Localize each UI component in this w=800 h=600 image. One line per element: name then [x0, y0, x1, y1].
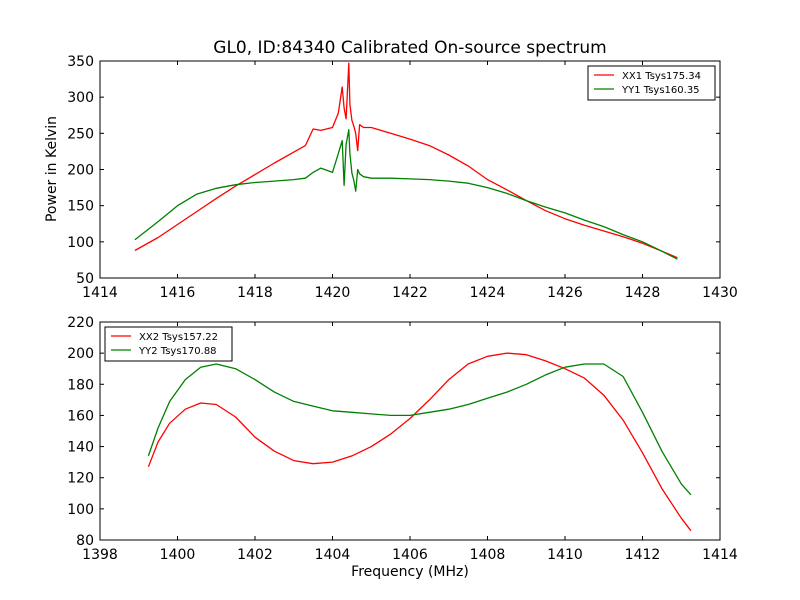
- panel0-x-tick-label: 1414: [82, 285, 118, 301]
- panel0-legend-label-2: YY1 Tsys160.35: [621, 85, 700, 96]
- bottom-panel: 1398 1400 1402 1404 1406 1408 1410 1412 1414 80 10…: [67, 315, 738, 563]
- panel0-x-tick-label: 1428: [625, 285, 661, 301]
- panel1-x-tick-label: 1408: [470, 547, 506, 563]
- panel0-x-tick-label: 1418: [237, 285, 273, 301]
- panel0-y-tick-label: 50: [76, 271, 94, 287]
- panel0-y-tick-label: 150: [67, 199, 94, 215]
- x-axis-label: Frequency (MHz): [351, 564, 469, 580]
- top-y-axis-label: Power in Kelvin: [44, 116, 60, 222]
- panel0-y-tick-label: 350: [67, 54, 94, 70]
- panel0-legend-label-1: XX1 Tsys175.34: [622, 71, 701, 82]
- panel1-x-tick-label: 1414: [702, 547, 738, 563]
- panel1-x-tick-label: 1404: [315, 547, 351, 563]
- panel1-y-tick-label: 80: [76, 533, 94, 549]
- panel0-legend: XX1 Tsys175.34 YY1 Tsys160.35: [587, 65, 716, 101]
- panel0-y-tick-label: 200: [67, 163, 94, 179]
- panel1-legend-label-1: XX2 Tsys157.22: [139, 332, 218, 343]
- panel0-x-tick-label: 1420: [315, 285, 351, 301]
- panel1-x-tick-label: 1412: [625, 547, 661, 563]
- panel1-y-tick-label: 180: [67, 377, 94, 393]
- top-panel: 1414 1416 1418 1420 1422 1424 1426 1428 1430 50 10…: [67, 54, 738, 301]
- panel1-series-line-1: [147, 352, 692, 532]
- panel0-x-tick-label: 1424: [470, 285, 506, 301]
- panel1-x-tick-label: 1398: [82, 547, 118, 563]
- panel1-legend: XX2 Tsys157.22 YY2 Tsys170.88: [104, 326, 233, 362]
- panel0-y-tick-label: 250: [67, 126, 94, 142]
- panel0-x-tick-label: 1416: [160, 285, 196, 301]
- panel1-x-tick-label: 1406: [392, 547, 428, 563]
- panel1-legend-box: [104, 326, 233, 362]
- panel1-y-tick-label: 100: [67, 502, 94, 518]
- panel1-y-tick-label: 220: [67, 315, 94, 331]
- panel0-y-tick-label: 100: [67, 235, 94, 251]
- panel1-x-tick-label: 1402: [237, 547, 273, 563]
- panel0-y-tick-label: 300: [67, 90, 94, 106]
- panel0-x-tick-label: 1430: [702, 285, 738, 301]
- chart-title: GL0, ID:84340 Calibrated On-source spect…: [213, 38, 606, 58]
- panel1-x-tick-label: 1400: [160, 547, 196, 563]
- panel1-y-tick-label: 140: [67, 440, 94, 456]
- panel1-legend-label-2: YY2 Tsys170.88: [138, 346, 217, 357]
- panel1-x-tick-label: 1410: [547, 547, 583, 563]
- panel1-y-tick-label: 200: [67, 346, 94, 362]
- panel0-series-line-2: [134, 129, 678, 260]
- panel1-y-tick-label: 160: [67, 408, 94, 424]
- panel1-y-tick-label: 120: [67, 471, 94, 487]
- panel0-series-line-1: [134, 62, 678, 259]
- panel0-legend-box: [587, 65, 716, 101]
- panel0-x-tick-label: 1422: [392, 285, 428, 301]
- panel0-x-tick-label: 1426: [547, 285, 583, 301]
- panel1-series-line-2: [147, 363, 692, 496]
